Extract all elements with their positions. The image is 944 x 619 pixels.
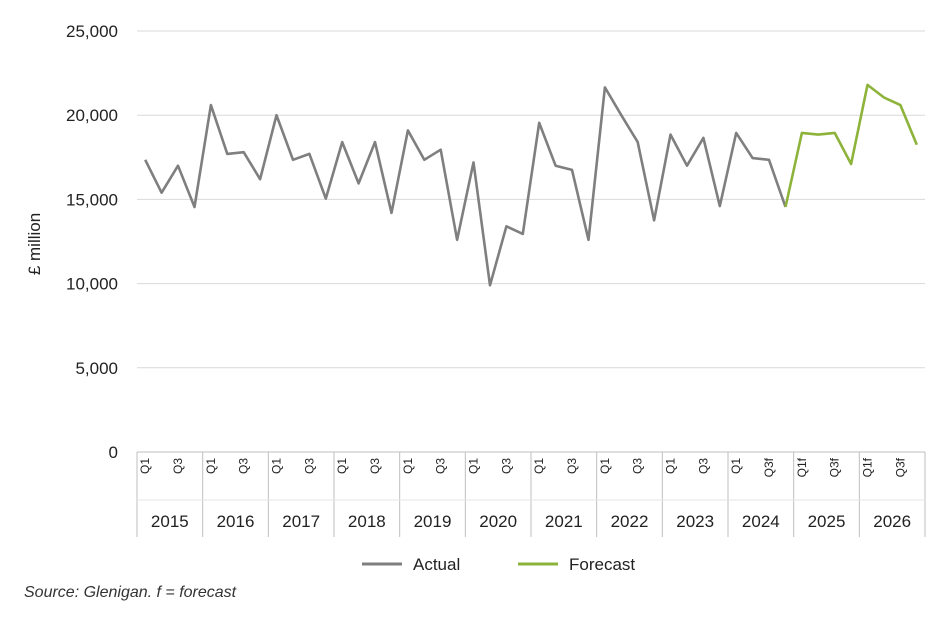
quarter-label: Q3f	[762, 457, 776, 477]
series-line-actual	[144, 86, 787, 287]
year-label: 2025	[808, 512, 846, 531]
quarter-label: Q3	[368, 458, 382, 474]
year-label: 2023	[676, 512, 714, 531]
quarter-label: Q3f	[828, 457, 842, 477]
quarter-label: Q3	[565, 458, 579, 474]
quarter-label: Q3	[434, 458, 448, 474]
y-axis-label: £ million	[25, 213, 44, 275]
quarter-label: Q1f	[795, 457, 809, 477]
y-tick-label: 5,000	[75, 359, 118, 378]
year-label: 2019	[414, 512, 452, 531]
year-label: 2016	[217, 512, 255, 531]
quarter-label: Q1	[598, 458, 612, 474]
quarter-label: Q1f	[861, 457, 875, 477]
quarter-label: Q1	[664, 458, 678, 474]
source-note: Source: Glenigan. f = forecast	[24, 584, 237, 601]
gridlines	[137, 30, 925, 369]
legend: Actual Forecast	[362, 555, 635, 574]
year-label: 2026	[873, 512, 911, 531]
quarter-label: Q3	[631, 458, 645, 474]
quarter-label: Q3	[499, 458, 513, 474]
year-label: 2017	[282, 512, 320, 531]
year-label: 2021	[545, 512, 583, 531]
year-label: 2015	[151, 512, 189, 531]
quarter-label: Q3	[696, 458, 710, 474]
series-lines	[144, 83, 919, 287]
year-label: 2024	[742, 512, 780, 531]
x-axis: 2015 Q1 Q3 2016 Q1 Q3 2017 Q1 Q3 2018 Q1 Q3 2019 Q1 Q3…	[136, 451, 926, 537]
quarter-label: Q1	[467, 458, 481, 474]
quarter-label: Q3	[237, 458, 251, 474]
legend-label-forecast: Forecast	[569, 555, 635, 574]
year-label: 2020	[479, 512, 517, 531]
y-axis: £ million 0 5,000 10,000 15,000 20,000 25,000	[25, 22, 118, 462]
quarter-label: Q1	[270, 458, 284, 474]
quarter-label: Q3	[302, 458, 316, 474]
legend-label-actual: Actual	[413, 555, 460, 574]
y-tick-label: 25,000	[66, 22, 118, 41]
year-label: 2018	[348, 512, 386, 531]
quarter-label: Q1	[729, 458, 743, 474]
y-tick-label: 10,000	[66, 275, 118, 294]
quarter-label: Q3f	[893, 457, 907, 477]
y-tick-label: 20,000	[66, 106, 118, 125]
quarter-label: Q1	[138, 458, 152, 474]
quarter-label: Q1	[335, 458, 349, 474]
quarter-label: Q3	[171, 458, 185, 474]
y-tick-label: 15,000	[66, 190, 118, 209]
series-line-forecast	[784, 83, 919, 208]
quarter-label: Q1	[401, 458, 415, 474]
year-label: 2022	[611, 512, 649, 531]
quarter-label: Q1	[532, 458, 546, 474]
quarter-label: Q1	[204, 458, 218, 474]
y-tick-label: 0	[109, 443, 118, 462]
